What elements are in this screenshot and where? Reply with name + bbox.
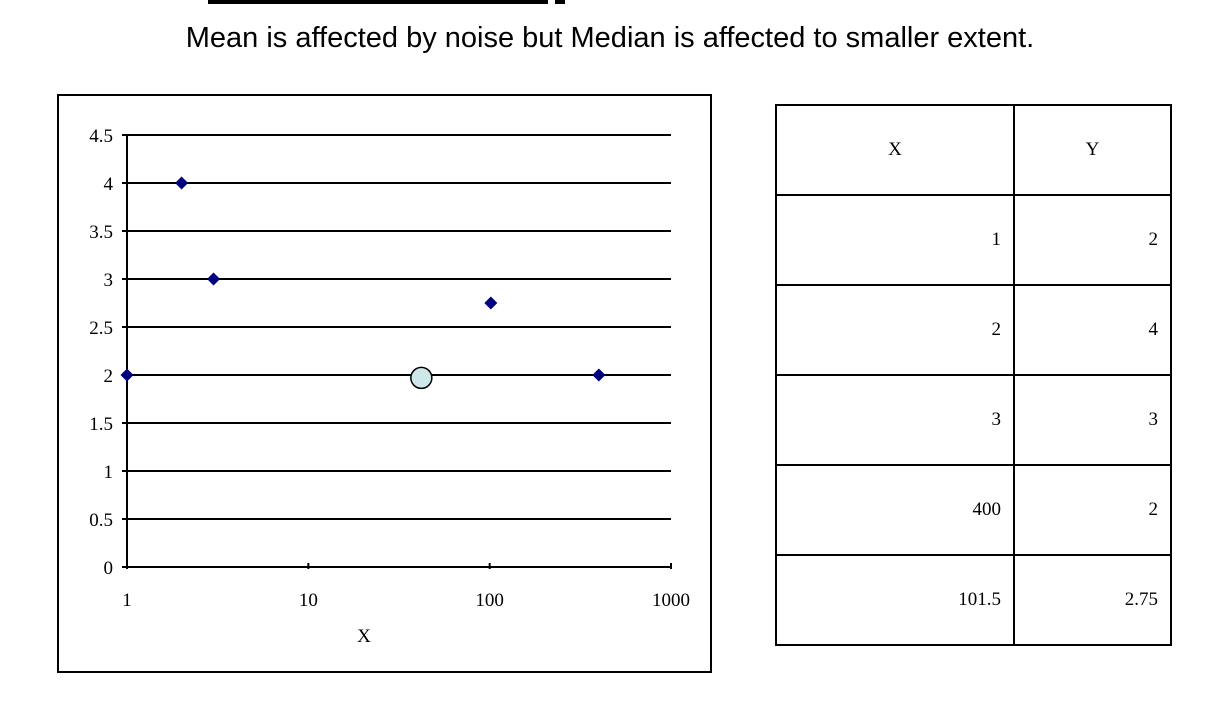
y-tick-label: 0.5 <box>89 510 113 531</box>
y-tick-label: 2.5 <box>89 318 113 339</box>
data-point <box>592 368 606 382</box>
median-point <box>410 366 433 390</box>
y-tick-label: 0 <box>104 558 114 579</box>
table-row: 101.5 2.75 <box>775 554 1172 646</box>
table-row: 400 2 <box>775 464 1172 556</box>
title-bar-fragment <box>208 0 548 4</box>
title-bar-fragment-tail <box>555 0 565 4</box>
x-tick-label: 1000 <box>652 590 690 611</box>
chart-frame: 0 0.5 1 1.5 2 2.5 3 3.5 4 4.5 1 10 100 1000 X <box>57 94 712 673</box>
data-point <box>207 272 221 286</box>
table-header-x: X <box>775 104 1015 196</box>
table-cell-y: 2 <box>1013 194 1172 286</box>
data-point <box>484 296 498 310</box>
data-table: X Y 1 2 2 4 3 3 400 2 101.5 2.75 <box>775 104 1172 646</box>
x-tick-label: 100 <box>475 590 504 611</box>
y-tick-label: 1.5 <box>89 414 113 435</box>
x-tick-label: 10 <box>299 590 318 611</box>
table-cell-x: 400 <box>775 464 1015 556</box>
table-row: 2 4 <box>775 284 1172 376</box>
table-row: 1 2 <box>775 194 1172 286</box>
table-cell-x: 2 <box>775 284 1015 376</box>
slide-title: Mean is affected by noise but Median is … <box>185 22 1035 54</box>
data-point <box>175 176 189 190</box>
x-axis-label: X <box>357 626 371 647</box>
y-tick-label: 3 <box>104 270 114 291</box>
y-tick-label: 4.5 <box>89 126 113 147</box>
table-header-row: X Y <box>775 104 1172 196</box>
table-cell-y: 3 <box>1013 374 1172 466</box>
table-cell-x: 1 <box>775 194 1015 286</box>
y-tick-label: 2 <box>104 366 114 387</box>
table-cell-y: 2 <box>1013 464 1172 556</box>
table-header-y: Y <box>1013 104 1172 196</box>
table-row: 3 3 <box>775 374 1172 466</box>
y-tick-label: 3.5 <box>89 222 113 243</box>
table-cell-x: 101.5 <box>775 554 1015 646</box>
data-point <box>120 368 134 382</box>
table-cell-y: 2.75 <box>1013 554 1172 646</box>
table-cell-y: 4 <box>1013 284 1172 376</box>
x-tick-label: 1 <box>122 590 132 611</box>
y-tick-label: 4 <box>104 174 114 195</box>
y-tick-label: 1 <box>104 462 114 483</box>
table-cell-x: 3 <box>775 374 1015 466</box>
scatter-chart: 0 0.5 1 1.5 2 2.5 3 3.5 4 4.5 1 10 100 1000 X <box>89 126 690 647</box>
